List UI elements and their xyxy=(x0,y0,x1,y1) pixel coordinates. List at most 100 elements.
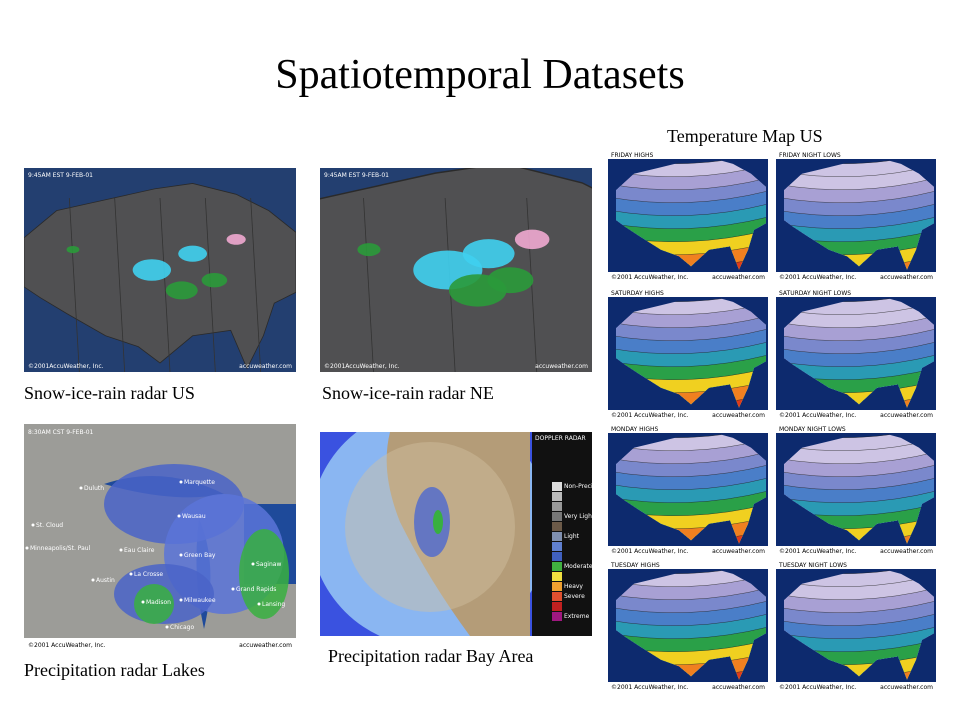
legend-swatch xyxy=(552,482,562,491)
city-dot xyxy=(257,602,261,606)
legend-swatch xyxy=(552,532,562,541)
legend-swatch xyxy=(552,512,562,521)
legend-swatch xyxy=(552,612,562,621)
precip xyxy=(201,273,228,288)
legend-swatch xyxy=(552,602,562,611)
footer-bar xyxy=(776,546,936,556)
city-label: La Crosse xyxy=(134,571,163,578)
legend-label: Very Light xyxy=(564,513,595,520)
state-line xyxy=(250,197,262,372)
precip xyxy=(226,234,246,245)
temperature-map: MONDAY NIGHT LOWS ©2001 AccuWeather, Inc.… xyxy=(776,424,936,556)
map-label: MONDAY NIGHT LOWS xyxy=(779,426,846,433)
credit: ©2001AccuWeather, Inc. xyxy=(28,363,104,370)
precip xyxy=(66,246,80,254)
site: accuweather.com xyxy=(880,412,933,419)
legend-swatch xyxy=(552,592,562,601)
precip xyxy=(357,243,381,257)
state-line xyxy=(363,197,374,372)
caption: Snow-ice-rain radar US xyxy=(24,383,195,403)
credit: ©2001 AccuWeather, Inc. xyxy=(611,548,689,555)
credit: ©2001AccuWeather, Inc. xyxy=(324,363,400,370)
site: accuweather.com xyxy=(880,548,933,555)
timestamp: 9:45AM EST 9-FEB-01 xyxy=(324,172,389,179)
credit: ©2001 AccuWeather, Inc. xyxy=(28,642,106,649)
land xyxy=(386,432,530,636)
site: accuweather.com xyxy=(712,548,765,555)
credit: ©2001 AccuWeather, Inc. xyxy=(611,274,689,281)
city-label: Minneapolis/St. Paul xyxy=(30,545,91,552)
label-bar xyxy=(608,288,768,297)
city-dot xyxy=(165,625,169,629)
city-dot xyxy=(231,587,235,591)
city-dot xyxy=(179,553,183,557)
footer-bar xyxy=(24,638,296,650)
legend-swatch xyxy=(552,582,562,591)
city-dot xyxy=(251,562,255,566)
precip xyxy=(132,259,172,281)
city-label: Chicago xyxy=(170,624,194,631)
city-label: Duluth xyxy=(84,485,104,492)
precip xyxy=(134,584,174,624)
temperature-map: FRIDAY HIGHS ©2001 AccuWeather, Inc. accuw… xyxy=(608,150,768,282)
map-label: TUESDAY HIGHS xyxy=(610,562,660,569)
state-line xyxy=(159,197,171,372)
legend-header: DOPPLER RADAR xyxy=(535,435,586,442)
state-line xyxy=(114,197,126,372)
city-label: Austin xyxy=(96,577,115,584)
city-label: St. Cloud xyxy=(36,522,63,529)
precip xyxy=(433,510,443,534)
legend-label: Heavy xyxy=(564,583,583,590)
precip xyxy=(178,245,208,262)
site: accuweather.com xyxy=(239,363,292,370)
city-dot xyxy=(91,578,95,582)
site: accuweather.com xyxy=(712,412,765,419)
map-label: TUESDAY NIGHT LOWS xyxy=(778,562,847,569)
credit: ©2001 AccuWeather, Inc. xyxy=(779,548,857,555)
footer-bar xyxy=(608,546,768,556)
label-bar xyxy=(608,150,768,159)
map-label: FRIDAY HIGHS xyxy=(611,152,654,159)
footer-bar xyxy=(776,410,936,420)
city-dot xyxy=(31,523,35,527)
legend-swatch xyxy=(552,562,562,571)
legend-swatch xyxy=(552,572,562,581)
site: accuweather.com xyxy=(239,642,292,649)
radar-map: 9:45AM EST 9-FEB-01 ©2001AccuWeather, Inc… xyxy=(320,168,592,372)
label-bar xyxy=(776,150,936,159)
legend-swatch xyxy=(552,502,562,511)
timestamp: 9:45AM EST 9-FEB-01 xyxy=(28,172,93,179)
city-label: Wausau xyxy=(182,513,206,520)
precip xyxy=(165,281,198,300)
site: accuweather.com xyxy=(712,684,765,691)
legend-label: Light xyxy=(564,533,580,540)
label-bar xyxy=(776,288,936,297)
precip xyxy=(462,239,515,269)
caption: Precipitation radar Bay Area xyxy=(328,646,533,666)
city-label: Green Bay xyxy=(184,552,216,559)
label-bar xyxy=(608,560,768,569)
label-bar xyxy=(776,560,936,569)
precip xyxy=(414,487,450,557)
temperature-map: TUESDAY NIGHT LOWS ©2001 AccuWeather, Inc… xyxy=(776,560,936,692)
lakes-map: Duluth Marquette St. Cloud Wausau Minneapoli… xyxy=(24,424,296,650)
city-label: Grand Rapids xyxy=(236,586,276,593)
radar-map: 9:45AM EST 9-FEB-01 ©2001AccuWeather, Inc… xyxy=(24,168,296,372)
bay-area-map: DOPPLER RADAR Non-Precip Very Light Light Mo… xyxy=(320,432,597,636)
legend-swatch xyxy=(552,522,562,531)
caption: Temperature Map US xyxy=(667,126,823,146)
caption: Precipitation radar Lakes xyxy=(24,660,205,680)
city-dot xyxy=(79,486,83,490)
footer-bar xyxy=(776,272,936,282)
precip xyxy=(487,267,534,294)
footer-bar xyxy=(776,682,936,692)
city-dot xyxy=(119,548,123,552)
footer-bar xyxy=(608,410,768,420)
city-dot xyxy=(179,480,183,484)
city-label: Madison xyxy=(146,599,171,606)
map-label: SATURDAY NIGHT LOWS xyxy=(779,290,851,297)
legend-label: Non-Precip xyxy=(564,483,597,490)
precip xyxy=(514,229,550,250)
city-dot xyxy=(129,572,133,576)
site: accuweather.com xyxy=(535,363,588,370)
